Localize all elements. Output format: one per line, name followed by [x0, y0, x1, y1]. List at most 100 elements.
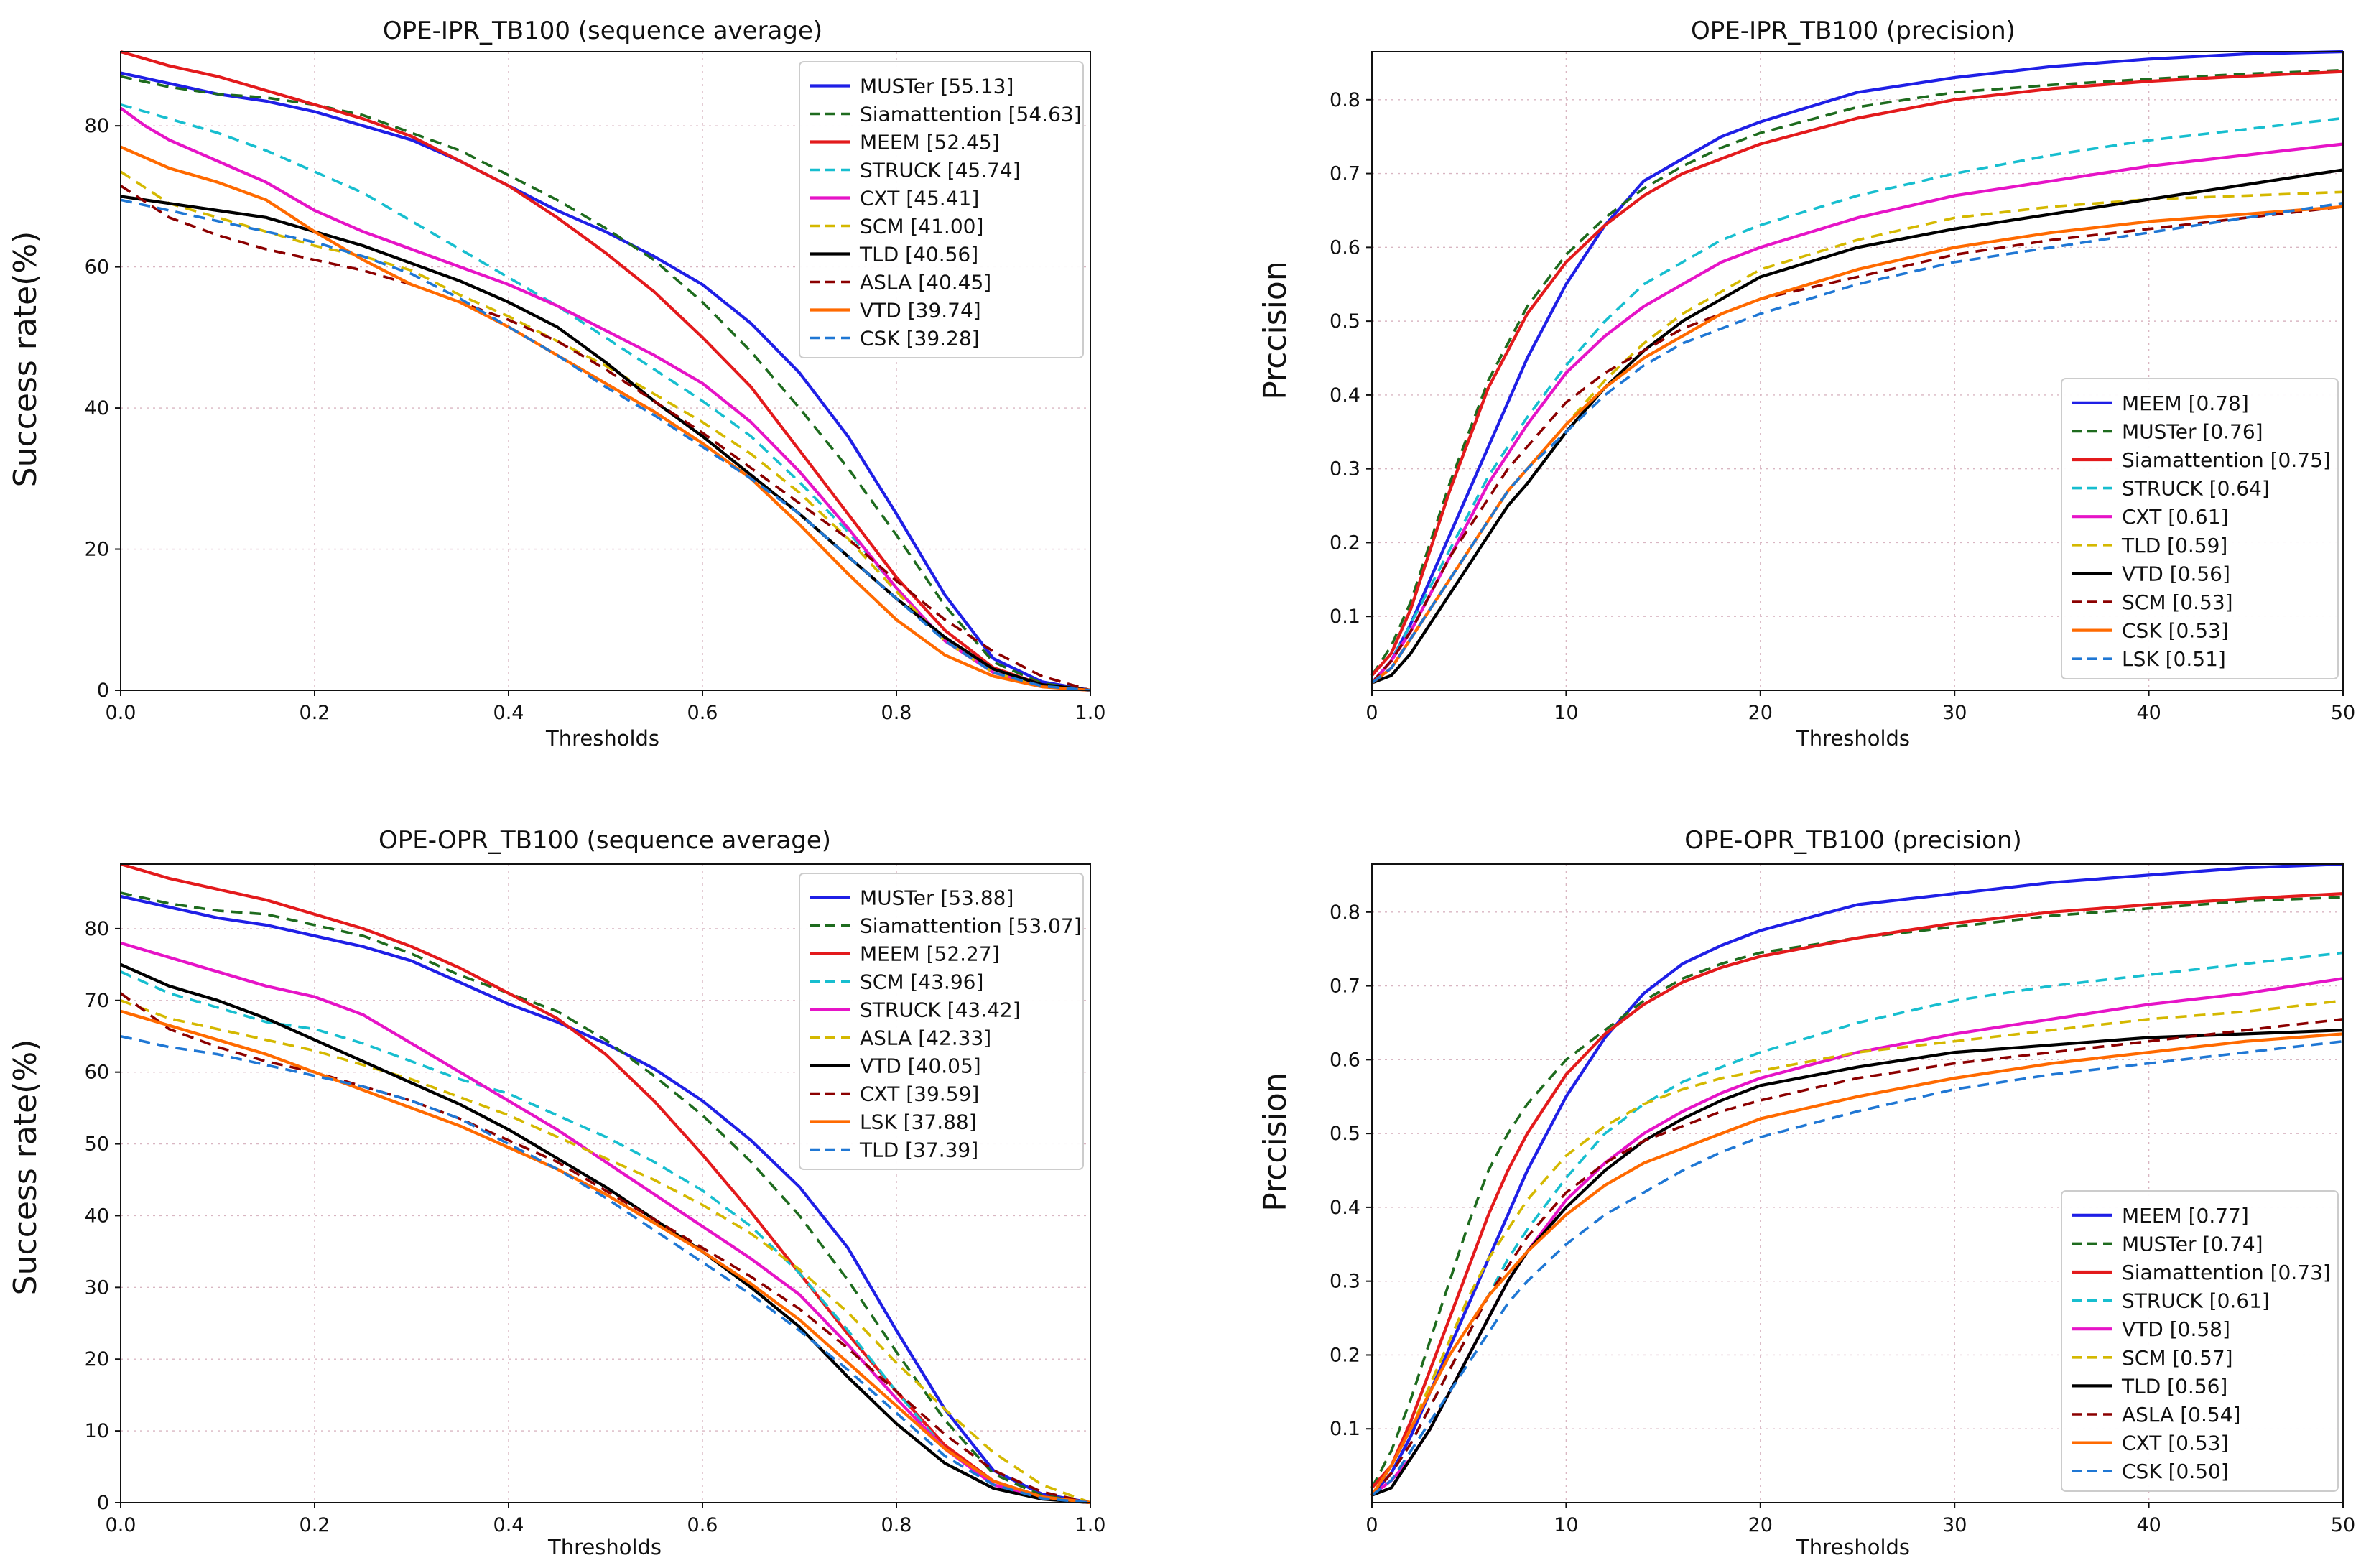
- series-line: [120, 1034, 1091, 1504]
- legend-label: CXT [39.59]: [860, 1082, 979, 1106]
- legend-box: [799, 873, 1084, 1170]
- y-tick-label: 0.5: [1330, 1123, 1360, 1145]
- legend-label: ASLA [42.33]: [860, 1026, 991, 1050]
- legend-label: VTD [0.56]: [2122, 562, 2230, 585]
- x-axis-label: Thresholds: [547, 1535, 662, 1559]
- y-tick-label: 0.1: [1330, 606, 1360, 628]
- x-tick-label: 0: [1365, 1514, 1378, 1536]
- series-line: [120, 962, 1091, 1505]
- series-line: [119, 106, 1091, 692]
- legend-label: SCM [41.00]: [860, 215, 983, 238]
- y-tick-label: 0.3: [1330, 458, 1360, 481]
- legend-label: MUSTer [55.13]: [860, 75, 1013, 98]
- x-axis-label: Thresholds: [1796, 1535, 1910, 1559]
- x-tick-label: 1.0: [1075, 1514, 1106, 1536]
- y-tick-label: 80: [85, 115, 109, 137]
- legend-label: Siamattention [0.75]: [2122, 448, 2331, 472]
- x-tick-label: 0.2: [300, 702, 330, 724]
- y-tick-label: 0.2: [1330, 532, 1360, 554]
- series-line: [1370, 68, 2344, 677]
- chart-ipr-success: OPE-IPR_TB100 (sequence average) Thresho…: [7, 17, 1105, 751]
- x-tick-label: 0.0: [106, 1514, 136, 1536]
- series-line: [120, 891, 1091, 1504]
- y-tick-label: 60: [85, 256, 109, 279]
- y-tick-label: 20: [85, 1348, 109, 1370]
- legend-label: TLD [0.59]: [2121, 534, 2227, 557]
- x-tick-label: 30: [1942, 1514, 1967, 1536]
- y-tick-label: 0.1: [1330, 1418, 1360, 1440]
- legend-label: ASLA [0.54]: [2122, 1403, 2240, 1426]
- x-tick-label: 0.0: [106, 702, 136, 724]
- chart-title: OPE-OPR_TB100 (precision): [1684, 826, 2022, 855]
- plot-frame: [120, 51, 1091, 691]
- y-tick-label: 0.7: [1330, 975, 1360, 998]
- chart-title: OPE-IPR_TB100 (sequence average): [383, 17, 822, 45]
- legend-label: STRUCK [45.74]: [860, 159, 1021, 182]
- y-tick-label: 80: [85, 918, 109, 940]
- legend-label: Siamattention [53.07]: [860, 914, 1082, 938]
- y-tick-label: 50: [85, 1133, 109, 1156]
- y-tick-label: 0.4: [1330, 384, 1360, 407]
- y-tick-label: 30: [85, 1276, 109, 1299]
- legend-label: CSK [39.28]: [860, 327, 980, 351]
- series-line: [1371, 1029, 2344, 1497]
- chart-title: OPE-IPR_TB100 (precision): [1691, 17, 2016, 45]
- legend-label: Siamattention [0.73]: [2122, 1261, 2331, 1284]
- x-tick-label: 0.8: [881, 702, 912, 724]
- x-axis-label: Thresholds: [1796, 726, 1910, 751]
- plot-frame: [1371, 863, 2344, 1503]
- legend-label: TLD [37.39]: [859, 1138, 978, 1162]
- y-axis-label: Prccision: [1257, 261, 1294, 399]
- x-tick-label: 0.2: [300, 1514, 330, 1536]
- x-tick-label: 0.8: [881, 1514, 912, 1536]
- legend-box: [2061, 378, 2339, 679]
- series-line: [120, 50, 1091, 692]
- y-tick-label: 0.4: [1330, 1197, 1360, 1219]
- series-line: [120, 71, 1091, 692]
- legend: MUSTer [53.88] Siamattention [53.07] MEEM …: [799, 873, 1084, 1170]
- series-line: [119, 992, 1091, 1504]
- series-line: [1370, 1032, 2344, 1496]
- chart-ipr-precision: OPE-IPR_TB100 (precision) Thresholds Prc…: [1257, 17, 2355, 751]
- y-tick-label: 0.5: [1330, 310, 1360, 333]
- series-line: [1370, 892, 2344, 1489]
- y-tick-label: 0.8: [1330, 89, 1360, 111]
- y-tick-label: 0: [97, 679, 109, 702]
- y-tick-label: 0.6: [1330, 1049, 1360, 1071]
- legend-label: TLD [0.56]: [2121, 1374, 2227, 1398]
- y-axis-label: Success rate(%): [7, 1039, 44, 1296]
- legend-label: MEEM [0.78]: [2122, 391, 2249, 415]
- legend-label: MEEM [0.77]: [2122, 1204, 2249, 1228]
- x-tick-label: 50: [2331, 702, 2355, 724]
- legend-label: STRUCK [0.64]: [2122, 477, 2270, 501]
- x-tick-label: 40: [2136, 702, 2161, 724]
- legend-label: LSK [0.51]: [2122, 647, 2226, 671]
- legend-label: SCM [0.53]: [2122, 590, 2233, 614]
- y-tick-label: 20: [85, 539, 109, 561]
- legend-label: SCM [43.96]: [860, 970, 983, 994]
- y-tick-label: 10: [85, 1420, 109, 1442]
- legend-label: VTD [0.58]: [2122, 1317, 2230, 1341]
- x-tick-label: 30: [1942, 702, 1967, 724]
- legend: MEEM [0.77] MUSTer [0.74] Siamattention [0…: [2061, 1190, 2339, 1492]
- legend-label: STRUCK [43.42]: [860, 998, 1021, 1022]
- y-tick-label: 40: [85, 1205, 109, 1227]
- x-axis-label: Thresholds: [545, 726, 659, 751]
- x-tick-label: 50: [2331, 1514, 2355, 1536]
- y-tick-label: 0.6: [1330, 236, 1360, 259]
- y-axis-label: Success rate(%): [7, 231, 44, 488]
- series-line: [120, 145, 1091, 692]
- x-tick-label: 10: [1554, 702, 1578, 724]
- series-line: [120, 75, 1091, 692]
- y-tick-label: 0: [97, 1492, 109, 1514]
- series-line: [120, 1009, 1091, 1505]
- y-tick-label: 0.7: [1330, 163, 1360, 185]
- series-line: [120, 185, 1091, 692]
- legend-label: MUSTer [0.76]: [2122, 419, 2263, 443]
- series-line: [120, 862, 1091, 1505]
- legend-box: [2061, 1190, 2339, 1492]
- y-axis-label: Prccision: [1257, 1072, 1294, 1211]
- legend-label: MUSTer [0.74]: [2122, 1232, 2263, 1256]
